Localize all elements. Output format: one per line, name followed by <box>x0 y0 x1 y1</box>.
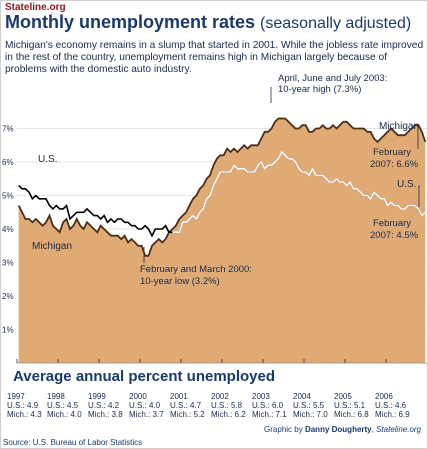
chart-description: Michigan's economy remains in a slump th… <box>5 40 424 75</box>
annual-year-2002: 2002 U.S.: 5.8 Mich.: 6.2 <box>211 392 271 420</box>
annotation-mi-feb-line1: February <box>373 147 411 158</box>
annual-section-title: Average annual percent unemployed <box>13 368 276 385</box>
annual-us-value: U.S.: 4.7 <box>170 401 202 411</box>
annual-mich-value: Mich.: 6.8 <box>334 410 369 420</box>
y-tick-label: 4% <box>2 225 14 234</box>
annual-year-2004: 2004 U.S.: 5.5 Mich.: 7.0 <box>293 392 353 420</box>
us-line-over-area <box>172 150 426 234</box>
michigan-area <box>18 118 426 363</box>
annual-year-label: 2001 <box>170 392 188 401</box>
y-tick-label: 7% <box>2 125 14 134</box>
annual-us-value: U.S.: 4.6 <box>375 401 407 411</box>
source-note: Source: U.S. Bureau of Labor Statistics <box>3 438 143 447</box>
annual-mich-value: Mich.: 6.2 <box>211 410 246 420</box>
annual-mich-value: Mich.: 4.0 <box>47 410 82 420</box>
annual-us-value: U.S.: 6.0 <box>252 401 284 411</box>
annual-mich-value: Mich.: 6.9 <box>375 410 410 420</box>
series-label-michigan-right: Michigan <box>379 121 419 132</box>
annual-us-value: U.S.: 4.5 <box>47 401 79 411</box>
annual-year-1997: 1997 U.S.: 4.9 Mich.: 4.3 <box>7 392 67 420</box>
y-tick-label: 5% <box>2 192 14 201</box>
annual-year-2000: 2000 U.S.: 4.0 Mich.: 3.7 <box>129 392 189 420</box>
series-label-michigan: Michigan <box>32 241 72 252</box>
annual-us-value: U.S.: 4.9 <box>7 401 39 411</box>
annual-mich-value: Mich.: 7.0 <box>293 410 328 420</box>
series-label-us-right: U.S. <box>397 179 416 190</box>
annual-year-2005: 2005 U.S.: 5.1 Mich.: 6.8 <box>334 392 394 420</box>
annotation-high-line1: April, June and July 2003: <box>278 73 387 84</box>
y-tick-label: 2% <box>2 292 14 301</box>
y-tick-label: 3% <box>2 259 14 268</box>
annotation-low-line2: 10-year low (3.2%) <box>140 276 220 287</box>
annual-mich-value: Mich.: 4.3 <box>7 410 42 420</box>
series-label-us: U.S. <box>38 154 57 165</box>
annual-year-label: 1997 <box>7 392 25 401</box>
annual-us-value: U.S.: 4.2 <box>88 401 120 411</box>
annual-year-label: 2005 <box>334 392 352 401</box>
annual-us-value: U.S.: 4.0 <box>129 401 161 411</box>
annotation-low-line1: February and March 2000: <box>140 264 252 275</box>
page-title: Monthly unemployment rates (seasonally a… <box>5 12 411 33</box>
annual-year-2003: 2003 U.S.: 6.0 Mich.: 7.1 <box>252 392 312 420</box>
annual-year-label: 2003 <box>252 392 270 401</box>
annual-us-value: U.S.: 5.8 <box>211 401 243 411</box>
title-main: Monthly unemployment rates <box>5 12 256 32</box>
site-logo: Stateline.org <box>5 2 66 13</box>
credit-site: Stateline.org <box>376 425 421 434</box>
annual-mich-value: Mich.: 3.7 <box>129 410 164 420</box>
y-tick-label: 6% <box>2 158 14 167</box>
annual-us-value: U.S.: 5.1 <box>334 401 366 411</box>
annual-mich-value: Mich.: 7.1 <box>252 410 287 420</box>
michigan-line <box>17 117 427 257</box>
annotation-us-feb-line2: 2007: 4.5% <box>370 230 419 241</box>
annual-year-label: 2000 <box>129 392 147 401</box>
annual-year-1998: 1998 U.S.: 4.5 Mich.: 4.0 <box>47 392 107 420</box>
annual-year-label: 1999 <box>88 392 106 401</box>
title-subtitle: (seasonally adjusted) <box>260 15 412 32</box>
annual-mich-value: Mich.: 3.8 <box>88 410 123 420</box>
annotation-mi-feb-line2: 2007: 6.6% <box>370 159 419 170</box>
annual-year-label: 2006 <box>375 392 393 401</box>
annotation-high-line2: 10-year high (7.3%) <box>278 84 361 95</box>
y-tick-label: 1% <box>2 326 14 335</box>
annual-year-1999: 1999 U.S.: 4.2 Mich.: 3.8 <box>88 392 148 420</box>
annual-year-label: 2002 <box>211 392 229 401</box>
annual-year-label: 2004 <box>293 392 311 401</box>
graphic-credit: Graphic by Danny Dougherty, Stateline.or… <box>264 425 421 434</box>
annotation-us-feb-line1: February <box>373 218 411 229</box>
annual-mich-value: Mich.: 5.2 <box>170 410 205 420</box>
annual-us-value: U.S.: 5.5 <box>293 401 325 411</box>
annual-year-label: 1998 <box>47 392 65 401</box>
credit-prefix: Graphic by <box>264 425 303 434</box>
annual-year-2006: 2006 U.S.: 4.6 Mich.: 6.9 <box>375 392 427 420</box>
credit-name: Danny Dougherty <box>304 425 372 434</box>
annual-year-2001: 2001 U.S.: 4.7 Mich.: 5.2 <box>170 392 230 420</box>
